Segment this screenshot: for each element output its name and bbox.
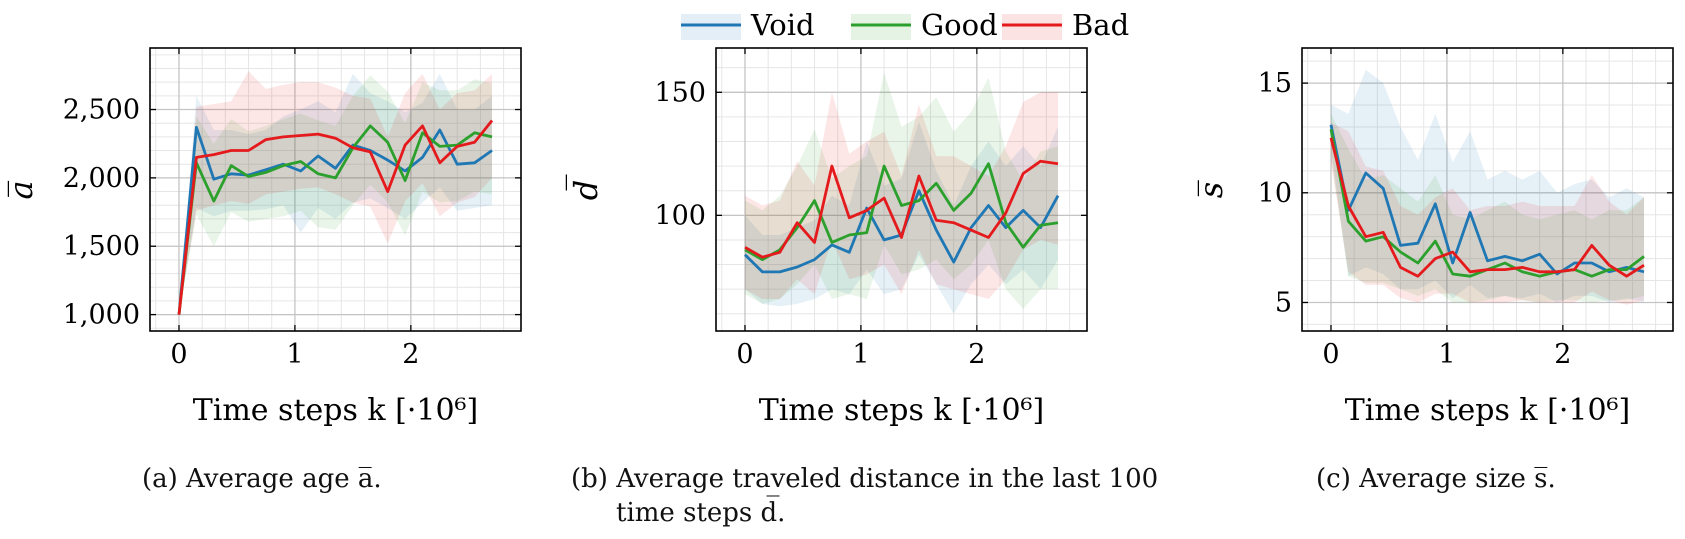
x-tick-label: 0 <box>1322 339 1339 370</box>
legend: Void Good Bad <box>681 8 1129 42</box>
grid <box>1302 48 1673 331</box>
legend-swatch-bad <box>1002 14 1062 40</box>
y-tick-label: 1,500 <box>63 231 140 262</box>
y-tick-label: 5 <box>1275 287 1292 318</box>
grid <box>150 48 521 331</box>
series-lines <box>1329 124 1645 278</box>
caption-a: (a) Average age a̅. <box>142 464 382 494</box>
legend-swatch-void <box>681 14 741 40</box>
chart-panel-2: 0 1 2 100 150 Time steps k [·10⁶] d̅ <box>565 47 1088 428</box>
band-good <box>1331 113 1644 303</box>
y-tick-label: 2,500 <box>63 95 140 126</box>
series-lines <box>744 159 1060 274</box>
x-tick-label: 1 <box>852 339 869 370</box>
series-line-bad <box>744 159 1059 259</box>
y-tick-label: 150 <box>654 77 706 108</box>
x-axis-label: Time steps k [·10⁶] <box>193 393 479 428</box>
series-line-void <box>177 125 493 315</box>
x-axis-label: Time steps k [·10⁶] <box>1345 393 1631 428</box>
x-tick-label: 2 <box>968 339 985 370</box>
chart-panel-3: 0 1 2 5 10 15 Time steps k [·10⁶] s̅ <box>1192 47 1674 428</box>
legend-swatch-good <box>851 14 911 40</box>
caption-b-line2: time steps d̅. <box>616 498 786 528</box>
x-tick-label: 0 <box>170 339 187 370</box>
y-tick-label: 100 <box>654 200 706 231</box>
band-void <box>745 121 1058 314</box>
y-tick-label: 15 <box>1258 68 1292 99</box>
legend-label-bad: Bad <box>1072 8 1129 42</box>
caption-b-line1: (b) Average traveled distance in the las… <box>571 464 1159 494</box>
y-tick-label: 1,000 <box>63 300 140 331</box>
caption-c: (c) Average size s̅. <box>1316 464 1556 494</box>
band-good <box>745 72 1058 309</box>
plot-frame <box>1301 47 1674 332</box>
y-axis-label: a̅ <box>2 180 40 199</box>
legend-label-void: Void <box>750 8 815 42</box>
x-tick-label: 2 <box>402 339 419 370</box>
plot-frame <box>715 47 1088 332</box>
legend-label-good: Good <box>921 8 998 42</box>
series-line-void <box>1329 124 1645 276</box>
x-tick-label: 0 <box>736 339 753 370</box>
series-lines <box>177 119 494 315</box>
x-axis-label: Time steps k [·10⁶] <box>759 393 1045 428</box>
confidence-bands <box>745 72 1058 314</box>
band-bad <box>745 92 1058 299</box>
y-tick-label: 2,000 <box>63 163 140 194</box>
chart-panel-1: 0 1 2 1,000 1,500 2,000 2,500 Time steps k [·10… <box>2 47 522 428</box>
y-tick-label: 10 <box>1258 178 1292 209</box>
y-axis-label: s̅ <box>1192 180 1230 198</box>
y-axis-label: d̅ <box>565 174 605 200</box>
plot-frame <box>149 47 522 332</box>
series-line-good <box>744 162 1059 262</box>
x-tick-label: 1 <box>286 339 303 370</box>
series-line-good <box>177 124 493 315</box>
series-line-bad <box>177 119 494 315</box>
series-line-bad <box>1329 137 1645 278</box>
x-tick-label: 2 <box>1554 339 1571 370</box>
x-tick-label: 1 <box>1438 339 1455 370</box>
band-bad <box>179 71 492 315</box>
confidence-bands <box>179 71 492 315</box>
